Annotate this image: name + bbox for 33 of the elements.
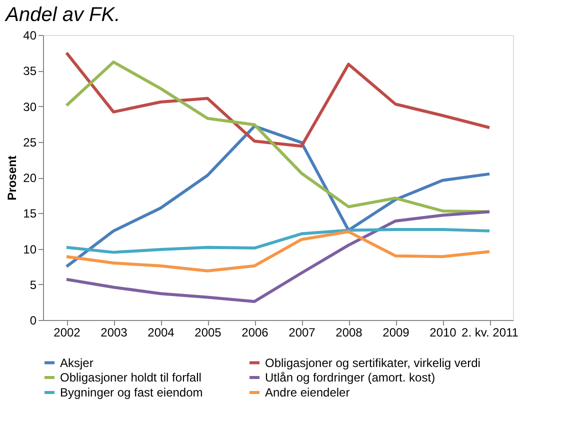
legend-label: Utlån og fordringer (amort. kost) — [265, 370, 436, 384]
x-tick-label: 2010 — [430, 326, 457, 340]
y-axis-title: Prosent — [5, 156, 20, 200]
x-tick-label: 2009 — [382, 326, 410, 340]
line-series — [65, 51, 491, 148]
legend-label: Andre eiendeler — [265, 386, 350, 400]
y-tick-label: 25 — [23, 135, 37, 150]
x-tick-label: 2002 — [54, 326, 81, 340]
chart-title: Andel av FK. — [4, 4, 120, 26]
line-series — [65, 124, 491, 268]
line-series — [65, 228, 491, 254]
x-tick-label: 2007 — [288, 326, 316, 340]
y-tick-label: 30 — [23, 100, 37, 114]
line-series — [65, 230, 491, 272]
x-tick-label: 2004 — [148, 326, 175, 340]
x-tick-label: 2005 — [194, 326, 222, 340]
x-tick-label: 2006 — [242, 326, 269, 340]
x-tick-label: 2003 — [100, 326, 128, 340]
y-tick-label: 0 — [30, 314, 37, 328]
legend-label: Bygninger og fast eiendom — [60, 386, 203, 400]
legend-label: Obligasjoner holdt til forfall — [60, 370, 202, 384]
y-tick-label: 10 — [23, 242, 37, 256]
y-tick-label: 40 — [23, 28, 37, 42]
y-tick-label: 20 — [23, 171, 37, 185]
legend-label: Aksjer — [60, 356, 94, 370]
y-tick-label: 5 — [30, 278, 37, 292]
y-tick-label: 35 — [23, 64, 37, 78]
line-series — [65, 210, 491, 303]
line-series — [65, 60, 491, 214]
legend-label: Obligasjoner og sertifikater, virkelig verdi — [265, 356, 480, 370]
x-tick-label: 2. kv. 2011 — [462, 326, 519, 340]
x-tick-label: 2008 — [336, 326, 363, 340]
y-tick-label: 15 — [23, 206, 37, 221]
